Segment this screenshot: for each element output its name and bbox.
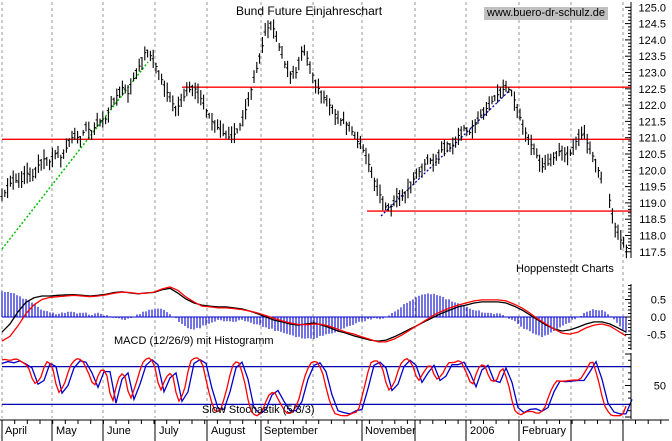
svg-text:124.5: 124.5 xyxy=(638,19,666,31)
svg-text:120.0: 120.0 xyxy=(638,165,666,177)
svg-text:123.0: 123.0 xyxy=(638,68,666,80)
macd-panel-label: MACD (12/26/9) mit Histogramm xyxy=(114,335,274,347)
svg-text:August: August xyxy=(211,425,245,437)
svg-text:50: 50 xyxy=(654,381,666,393)
svg-text:118.5: 118.5 xyxy=(639,214,666,226)
svg-text:122.0: 122.0 xyxy=(638,100,666,112)
watermark: www.buero-dr-schulz.de xyxy=(484,7,608,20)
svg-text:June: June xyxy=(107,425,131,437)
svg-text:-0.5: -0.5 xyxy=(647,330,666,342)
chart-title: Bund Future Einjahreschart xyxy=(236,4,383,18)
svg-text:118.0: 118.0 xyxy=(639,231,666,243)
stoch-panel-label: Slow Stochastik (5/3/3) xyxy=(202,404,315,416)
svg-text:117.5: 117.5 xyxy=(639,247,666,259)
svg-text:February: February xyxy=(522,425,567,437)
svg-text:April: April xyxy=(5,425,27,437)
svg-text:0.5: 0.5 xyxy=(651,295,666,307)
svg-text:122.5: 122.5 xyxy=(638,84,666,96)
svg-text:119.0: 119.0 xyxy=(639,198,666,210)
svg-text:November: November xyxy=(365,425,416,437)
svg-text:119.5: 119.5 xyxy=(639,182,666,194)
svg-text:May: May xyxy=(56,425,77,437)
svg-text:121.0: 121.0 xyxy=(638,133,666,145)
svg-text:July: July xyxy=(159,425,179,437)
svg-text:2006: 2006 xyxy=(470,425,494,437)
svg-text:120.5: 120.5 xyxy=(638,149,666,161)
svg-text:0.0: 0.0 xyxy=(651,312,666,324)
svg-text:125.0: 125.0 xyxy=(638,2,666,14)
svg-text:123.5: 123.5 xyxy=(638,51,666,63)
svg-text:121.5: 121.5 xyxy=(638,116,666,128)
credit-label: Hoppenstedt Charts xyxy=(516,263,614,275)
svg-text:124.0: 124.0 xyxy=(638,35,666,47)
svg-text:September: September xyxy=(264,425,318,437)
